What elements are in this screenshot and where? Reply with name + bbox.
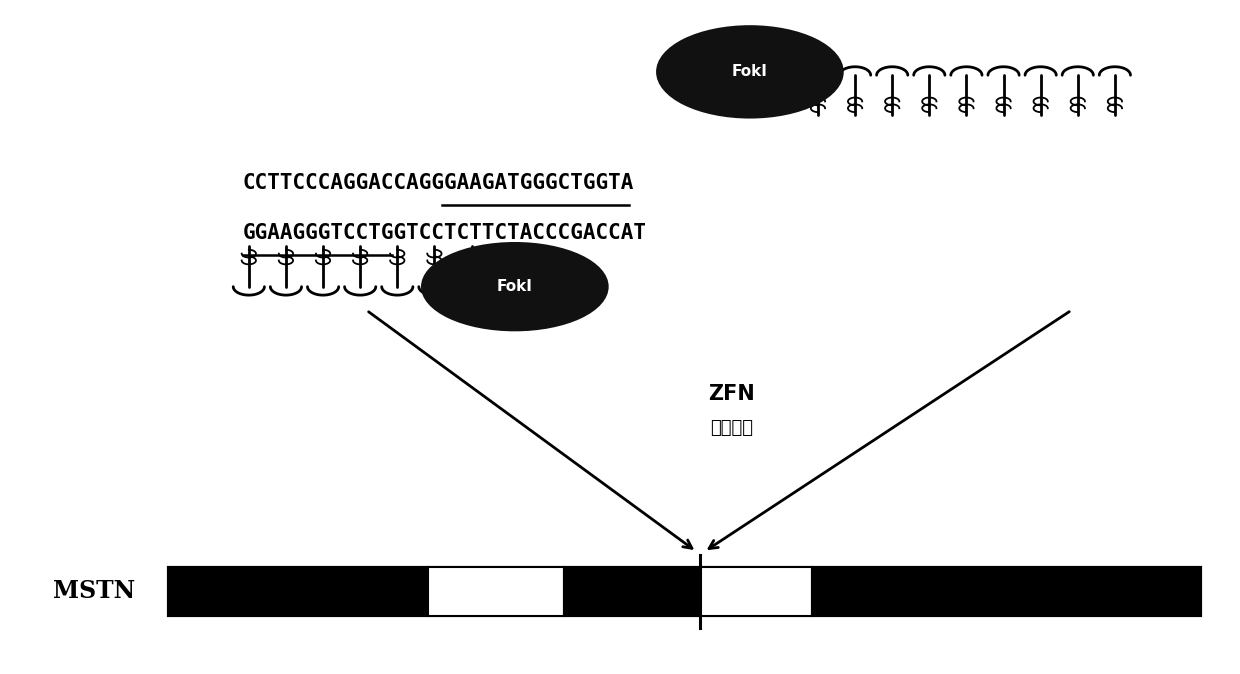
- Text: CCTTCCCAGGACCAGGGAAGATGGGCTGGTA: CCTTCCCAGGACCAGGGAAGATGGGCTGGTA: [243, 173, 634, 193]
- Ellipse shape: [657, 26, 843, 117]
- Bar: [812, 568, 1202, 615]
- Text: 酶除位点: 酶除位点: [709, 419, 753, 437]
- Bar: [169, 568, 1202, 615]
- Text: FokI: FokI: [732, 65, 768, 80]
- Text: GGAAGGGTCCTGGTCCTCTTCTACCCGACCAT: GGAAGGGTCCTGGTCCTCTTCTACCCGACCAT: [243, 223, 646, 243]
- Bar: [564, 568, 701, 615]
- Text: FokI: FokI: [497, 279, 533, 294]
- Bar: [701, 568, 812, 615]
- Ellipse shape: [422, 243, 608, 330]
- Bar: [428, 568, 564, 615]
- Text: MSTN: MSTN: [53, 580, 135, 603]
- Bar: [169, 568, 428, 615]
- Text: ZFN: ZFN: [708, 384, 755, 404]
